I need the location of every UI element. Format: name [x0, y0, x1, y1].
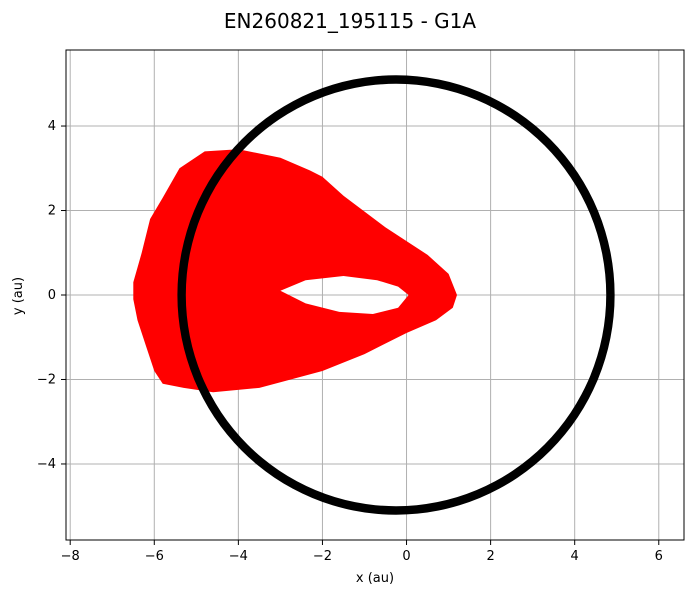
- x-axis-label: x (au): [356, 571, 394, 586]
- chart-title: EN260821_195115 - G1A: [224, 9, 476, 33]
- y-tick-label-2: 0: [48, 288, 56, 303]
- y-ticks: −4 −2 0 2 4: [37, 119, 66, 472]
- x-tick-label-7: 6: [655, 549, 663, 564]
- series-group: [133, 75, 615, 515]
- x-tick-label-5: 2: [486, 549, 494, 564]
- y-tick-label-0: −4: [37, 457, 56, 472]
- x-tick-label-4: 0: [402, 549, 410, 564]
- x-tick-label-2: −4: [229, 549, 248, 564]
- y-tick-label-4: 4: [48, 119, 56, 134]
- y-tick-label-3: 2: [48, 204, 56, 219]
- x-tick-label-3: −2: [313, 549, 332, 564]
- comet-orbit-region: [133, 149, 458, 393]
- x-ticks: −8 −6 −4 −2 0 2 4 6: [61, 540, 663, 564]
- x-tick-label-6: 4: [571, 549, 579, 564]
- y-tick-label-1: −2: [37, 372, 56, 387]
- x-tick-label-0: −8: [61, 549, 80, 564]
- y-axis-label: y (au): [11, 277, 26, 315]
- x-tick-label-1: −6: [145, 549, 164, 564]
